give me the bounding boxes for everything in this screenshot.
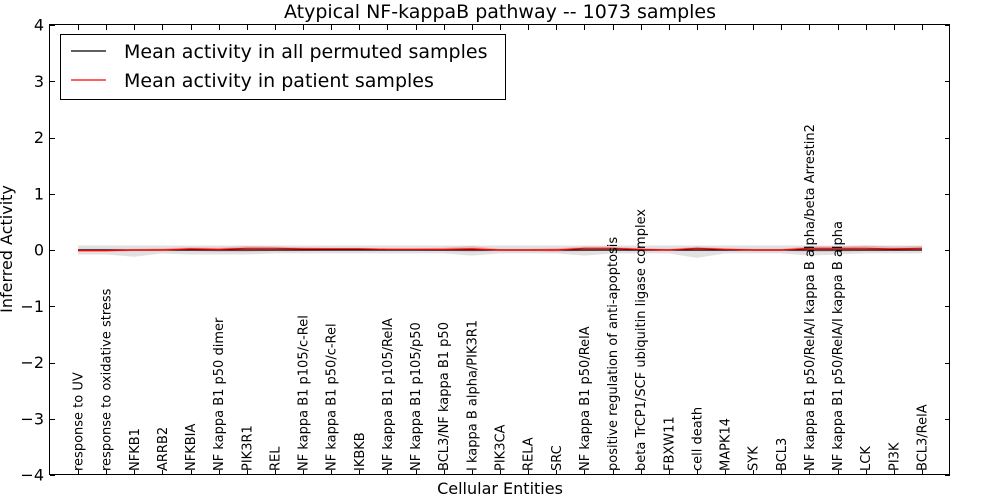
category-labels: response to UV response to oxidative stre…: [72, 124, 931, 471]
x-category-label: SYK: [747, 446, 762, 471]
x-category-label: NF kappa B1 p50 dimer: [212, 317, 227, 471]
x-category-label: RELA: [522, 437, 537, 471]
x-category-label: ARRB2: [156, 427, 171, 471]
x-category-label: NF kappa B1 p50/RelA: [578, 326, 593, 471]
x-category-label: FBXW11: [662, 416, 677, 471]
y-tick-label: 0: [34, 241, 44, 260]
x-category-label: NF kappa B1 p50/RelA/I kappa B alpha/bet…: [803, 124, 818, 471]
x-category-label: IKBKB: [353, 432, 368, 471]
x-category-label: NF kappa B1 p50/RelA/I kappa B alpha: [831, 221, 846, 471]
chart-title: Atypical NF-kappaB pathway -- 1073 sampl…: [284, 1, 716, 23]
y-tick-label: 1: [34, 184, 44, 203]
x-category-label: NFKBIA: [184, 424, 199, 471]
x-category-label: response to oxidative stress: [100, 288, 115, 471]
series-line-patient: [78, 247, 923, 252]
y-tick-label: 2: [34, 128, 44, 147]
x-category-label: PIK3R1: [240, 425, 255, 471]
x-category-label: MAPK14: [719, 418, 734, 471]
x-category-label: REL: [268, 446, 283, 471]
plot-frame: [49, 24, 950, 475]
x-category-label: response to UV: [72, 372, 87, 471]
x-category-label: NFKB1: [128, 428, 143, 471]
x-category-label: NF kappa B1 p105/c-Rel: [297, 315, 312, 471]
x-category-label: cell death: [690, 407, 705, 471]
y-axis-label: Inferred Activity: [0, 185, 16, 313]
x-category-label: NF kappa B1 p105/RelA: [381, 318, 396, 471]
legend-label-permuted: Mean activity in all permuted samples: [124, 41, 487, 63]
x-category-label: positive regulation of anti-apoptosis: [606, 237, 621, 471]
x-category-label: beta TrCP1/SCF ubiquitin ligase complex: [634, 209, 649, 471]
y-tick-label: −1: [20, 297, 44, 316]
legend-label-patient: Mean activity in patient samples: [124, 70, 434, 92]
legend-box: [60, 34, 506, 100]
y-tick-label: 3: [34, 72, 44, 91]
confidence-band-permuted: [78, 245, 922, 258]
x-category-label: BCL3/RelA: [916, 404, 931, 471]
x-category-label: NF kappa B1 p50/c-Rel: [325, 323, 340, 471]
x-category-label: LCK: [859, 446, 874, 471]
x-category-label: BCL3/NF kappa B1 p50: [437, 322, 452, 471]
y-tick-label: −2: [20, 353, 44, 372]
legend: Mean activity in all permuted samples Me…: [60, 34, 506, 100]
x-category-label: PI3K: [887, 442, 902, 471]
x-category-label: PIK3CA: [494, 424, 509, 471]
y-tick-label: 4: [34, 16, 44, 35]
x-category-label: NF kappa B1 p105/p50: [409, 322, 424, 471]
y-tick-label: −3: [20, 409, 44, 428]
y-tick-label: −4: [20, 466, 44, 485]
confidence-bands: [78, 245, 922, 258]
x-category-label: SRC: [550, 445, 565, 471]
series-lines: [78, 247, 923, 252]
y-axis-ticks: 4 3 2 1 0 −1 −2 −3 −4: [20, 16, 950, 485]
x-category-label: I kappa B alpha/PIK3R1: [465, 320, 480, 471]
x-category-label: BCL3: [775, 438, 790, 471]
x-axis-label: Cellular Entities: [437, 479, 563, 498]
